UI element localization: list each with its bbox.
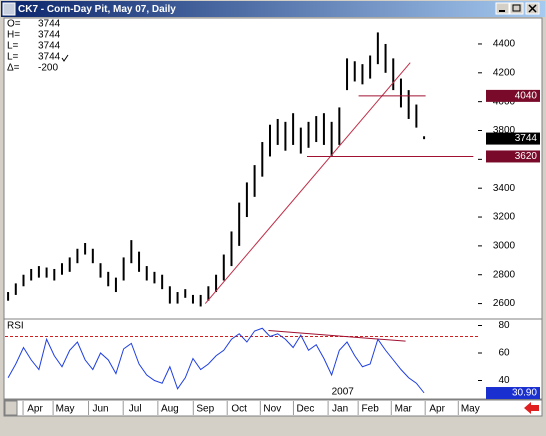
time-axis-bar (3, 399, 543, 417)
price-marker (486, 387, 540, 400)
quote-value: 3744 (38, 30, 61, 41)
check-mark (61, 54, 69, 62)
plot-background (3, 17, 543, 400)
x-tick-label: Feb (362, 404, 380, 415)
rsi-line (7, 327, 425, 394)
y-tick-label: 40 (498, 375, 510, 386)
trend-line (268, 329, 406, 342)
y-tick-label: 2600 (493, 298, 516, 309)
quote-value: -200 (38, 63, 58, 74)
quote-label: L= (7, 52, 19, 63)
x-tick-label: Jan (332, 404, 348, 415)
x-tick-label: Mar (395, 404, 413, 415)
x-tick-label: Apr (27, 404, 43, 415)
price-marker (486, 150, 540, 163)
price-marker-label: 3620 (515, 151, 538, 162)
y-tick-label: 4400 (493, 39, 516, 50)
quote-label: Δ= (7, 63, 20, 74)
x-tick-label: Dec (297, 404, 315, 415)
maximize-icon (512, 4, 521, 12)
y-tick-label: 3200 (493, 212, 516, 223)
panel-title: RSI (7, 321, 24, 332)
scroll-arrow[interactable] (524, 402, 539, 414)
x-tick-label: Apr (429, 404, 445, 415)
maximize-button[interactable] (509, 2, 524, 15)
y-tick-label: 3400 (493, 183, 516, 194)
y-tick-label: 4200 (493, 67, 516, 78)
y-tick-label: 3800 (493, 125, 516, 136)
x-tick-label: Oct (231, 404, 247, 415)
minimize-button[interactable] (495, 2, 510, 15)
year-label: 2007 (332, 387, 355, 398)
y-tick-label: 80 (498, 320, 510, 331)
quote-value: 3744 (38, 19, 61, 30)
window-buttons[interactable] (495, 2, 540, 15)
price-marker-label: 30.90 (512, 388, 537, 399)
price-marker (486, 89, 540, 102)
y-tick-label: 3000 (493, 241, 516, 252)
close-icon (528, 4, 537, 13)
x-tick-label: May (461, 404, 480, 415)
title-bar (1, 1, 545, 17)
quote-value: 3744 (38, 41, 61, 52)
x-tick-label: Nov (263, 404, 281, 415)
x-tick-label: Aug (161, 404, 179, 415)
quote-value: 3744 (38, 52, 61, 63)
x-tick-label: Sep (196, 404, 214, 415)
x-tick-label: Jul (129, 404, 142, 415)
x-tick-label: Jun (92, 404, 108, 415)
x-tick-label: May (56, 404, 75, 415)
trend-line (204, 62, 411, 304)
quote-label: L= (7, 41, 19, 52)
price-marker-label: 4040 (515, 91, 538, 102)
window-icon (2, 2, 16, 16)
quote-label: O= (7, 19, 21, 30)
price-marker (486, 132, 540, 145)
quote-label: H= (7, 30, 20, 41)
y-tick-label: 60 (498, 348, 510, 359)
scroll-button[interactable] (4, 400, 18, 416)
window-title: CK7 - Corn-Day Pit, May 07, Daily (18, 4, 176, 15)
price-marker-label: 3744 (515, 133, 538, 144)
y-tick-label: 2800 (493, 269, 516, 280)
